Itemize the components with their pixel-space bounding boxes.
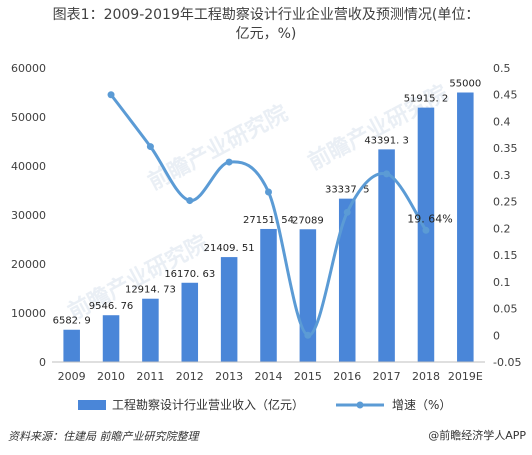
y-left-tick-label: 60000 xyxy=(11,62,46,75)
legend-bar-label: 工程勘察设计行业营业收入（亿元） xyxy=(112,397,304,412)
growth-point xyxy=(304,331,312,339)
legend-line-marker xyxy=(356,401,364,409)
bar-value-label: 9546. 76 xyxy=(89,301,134,312)
bar-value-label: 21409. 51 xyxy=(204,243,255,254)
bar-value-label: 6582. 9 xyxy=(53,316,91,327)
x-tick-label: 2012 xyxy=(176,370,204,383)
bar-value-label: 27151. 54 xyxy=(243,215,294,226)
x-tick-label: 2009 xyxy=(58,370,86,383)
y-right-tick-label: 0.3 xyxy=(493,169,511,182)
y-right-tick-label: 0.05 xyxy=(493,303,518,316)
growth-point xyxy=(107,91,115,99)
bar xyxy=(378,149,395,362)
bar-labels: 6582. 9 9546. 76 12914. 73 16170. 63 21409. … xyxy=(53,79,482,327)
y-axis-left: 0 10000 20000 30000 40000 50000 60000 xyxy=(11,62,46,369)
y-left-tick-label: 50000 xyxy=(11,111,46,124)
x-tick-label: 2010 xyxy=(97,370,125,383)
x-tick-label: 2013 xyxy=(215,370,243,383)
bar xyxy=(102,315,120,362)
y-left-tick-label: 20000 xyxy=(11,258,46,271)
bar xyxy=(338,198,356,362)
title-line-2: 亿元，%) xyxy=(235,26,297,42)
growth-point xyxy=(422,226,430,234)
growth-point xyxy=(343,208,351,216)
y-left-tick-label: 40000 xyxy=(11,160,46,173)
y-left-tick-label: 10000 xyxy=(11,307,46,320)
bar-value-label: 33337. 5 xyxy=(325,185,370,196)
y-right-tick-label: 0.5 xyxy=(493,62,511,75)
bar-value-label: 12914. 73 xyxy=(125,285,176,296)
growth-point xyxy=(146,143,154,151)
x-axis: 2009 2010 2011 2012 2013 2014 2015 2016 2017 2018… xyxy=(52,361,485,383)
y-right-tick-label: 0.1 xyxy=(493,276,511,289)
bar xyxy=(417,107,435,363)
bar-value-label: 51915. 2 xyxy=(404,94,449,105)
y-right-tick-label: 0.4 xyxy=(493,115,511,128)
y-right-tick-label: -0.05 xyxy=(493,356,521,369)
line-series: 19. 64% xyxy=(107,91,453,339)
bar-series xyxy=(63,92,474,363)
title-line-1: 图表1：2009-2019年工程勘察设计行业企业营收及预测情况(单位： xyxy=(52,7,480,23)
legend: 工程勘察设计行业营业收入（亿元） 增速（%） xyxy=(78,397,451,412)
bar xyxy=(457,92,474,362)
growth-point xyxy=(186,197,194,205)
x-tick-label: 2019E xyxy=(448,370,483,383)
legend-bar-swatch xyxy=(78,400,106,410)
growth-point xyxy=(383,170,391,178)
source-note: 资料来源：住建局 前瞻产业研究院整理 xyxy=(8,430,199,443)
y-left-tick-label: 0 xyxy=(39,356,46,369)
x-tick-label: 2014 xyxy=(255,370,283,383)
growth-line xyxy=(109,93,428,337)
x-tick-label: 2015 xyxy=(294,370,322,383)
y-right-tick-label: 0 xyxy=(493,329,500,342)
bar xyxy=(63,329,80,362)
bar-value-label: 16170. 63 xyxy=(164,269,215,280)
brand-credit: @前瞻经济学人APP xyxy=(428,429,526,442)
y-right-tick-label: 0.25 xyxy=(493,196,518,209)
bar xyxy=(181,282,199,362)
bar-value-label: 43391. 3 xyxy=(364,135,409,146)
bar-value-label: 55000 xyxy=(449,79,481,90)
chart-title: 图表1：2009-2019年工程勘察设计行业企业营收及预测情况(单位： 亿元，%… xyxy=(0,6,532,44)
legend-line-label: 增速（%） xyxy=(392,398,451,412)
growth-value-label: 19. 64% xyxy=(407,212,452,225)
bar xyxy=(299,229,317,362)
bar xyxy=(220,257,238,362)
y-axis-right: -0.05 0 0.05 0.1 0.15 0.2 0.25 0.3 0.35 0.4 0.45 0.… xyxy=(493,62,521,369)
x-tick-label: 2016 xyxy=(333,370,361,383)
bar xyxy=(142,298,159,362)
y-right-tick-label: 0.15 xyxy=(493,249,518,262)
bar-value-label: 27089 xyxy=(292,215,324,226)
y-right-tick-label: 0.35 xyxy=(493,142,518,155)
y-right-tick-label: 0.2 xyxy=(493,222,511,235)
growth-point xyxy=(225,158,233,166)
bar xyxy=(260,228,277,362)
y-left-tick-label: 30000 xyxy=(11,209,46,222)
x-tick-label: 2017 xyxy=(373,370,401,383)
y-right-tick-label: 0.45 xyxy=(493,89,518,102)
growth-point xyxy=(265,188,272,196)
x-tick-label: 2011 xyxy=(136,370,164,383)
x-tick-label: 2018 xyxy=(412,370,440,383)
